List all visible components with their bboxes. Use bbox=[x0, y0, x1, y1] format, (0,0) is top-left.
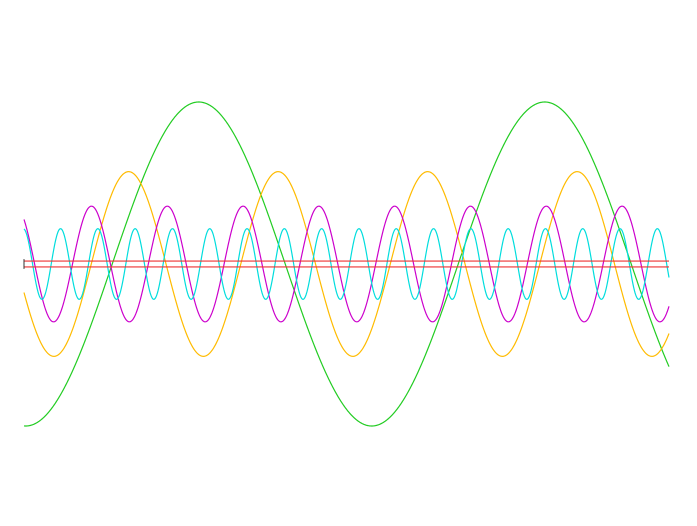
series-layer bbox=[23, 101, 670, 427]
series-line-4 bbox=[23, 228, 670, 300]
series-line-1 bbox=[23, 101, 670, 427]
series-line-3 bbox=[23, 205, 670, 323]
series-line-2 bbox=[23, 171, 670, 357]
